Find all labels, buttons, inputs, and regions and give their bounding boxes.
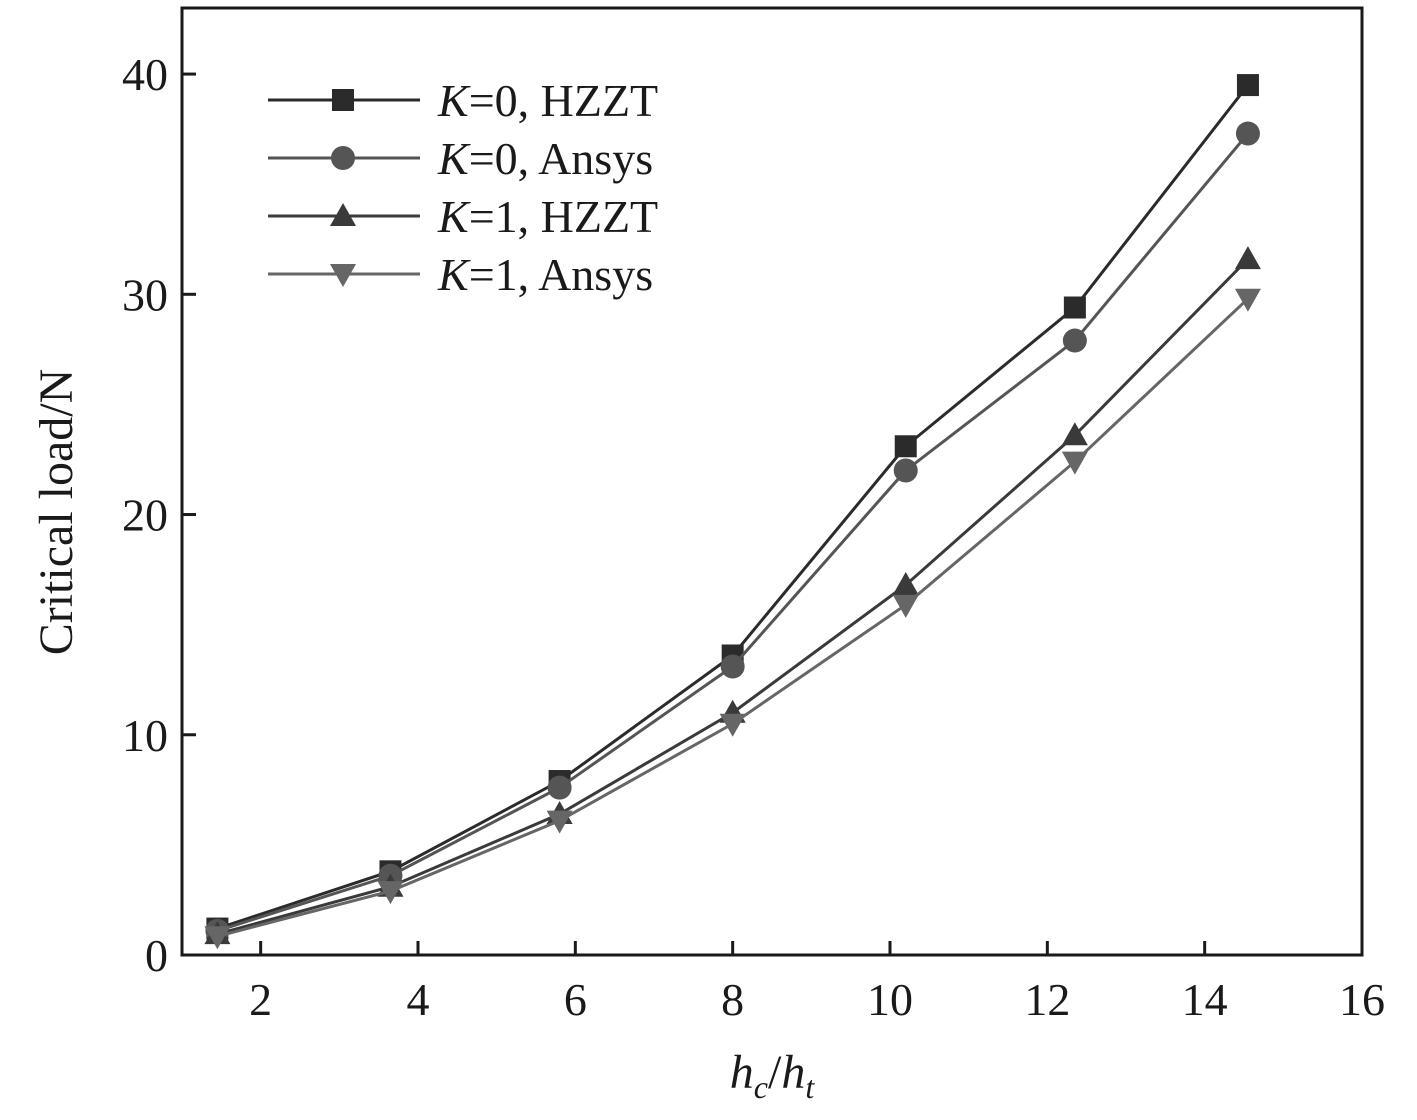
legend-marker	[331, 146, 355, 170]
legend-marker	[330, 264, 356, 287]
x-axis-title: hc/ht	[730, 1046, 816, 1105]
legend-label-italic: K	[437, 249, 471, 300]
series-1	[205, 121, 1260, 943]
series-0	[206, 74, 1259, 940]
legend-label-italic: K	[437, 133, 471, 184]
axis-ticks: 2 4 6 8 10 12 14 16 0 10 20 30 40	[122, 49, 1385, 1025]
y-axis-title: Critical load/N	[30, 369, 83, 656]
legend-item: K=0, HZZT	[268, 75, 658, 126]
y-tick-label: 0	[145, 930, 168, 981]
data-point-marker	[546, 810, 573, 834]
x-axis-title-h2: h	[781, 1046, 805, 1099]
data-point-marker	[892, 594, 919, 618]
data-point-marker	[720, 654, 745, 679]
x-axis-title-h1: h	[730, 1046, 754, 1099]
x-tick-label: 16	[1339, 974, 1385, 1025]
legend-label: K=1, HZZT	[437, 191, 658, 242]
y-tick-label: 20	[122, 490, 168, 541]
y-tick-label: 30	[122, 269, 168, 320]
legend-label: K=1, Ansys	[437, 249, 653, 300]
data-point-marker	[1236, 74, 1259, 97]
legend-label-rest: =1, Ansys	[469, 249, 653, 300]
data-point-marker	[377, 881, 404, 905]
data-point-marker	[547, 775, 572, 800]
x-axis-title-sub-c: c	[754, 1069, 768, 1105]
y-tick-label: 40	[122, 49, 168, 100]
data-point-marker	[894, 435, 917, 458]
legend-label-rest: =1, HZZT	[469, 191, 658, 242]
data-point-marker	[1234, 246, 1261, 270]
x-axis-title-slash: /	[768, 1046, 782, 1099]
x-tick-label: 4	[407, 974, 430, 1025]
data-point-marker	[1235, 121, 1260, 146]
legend-label-rest: =0, HZZT	[469, 75, 658, 126]
data-point-marker	[204, 926, 231, 950]
data-point-marker	[1234, 288, 1261, 312]
legend-label-rest: =0, Ansys	[469, 133, 653, 184]
legend-marker	[332, 89, 354, 111]
x-tick-label: 14	[1182, 974, 1228, 1025]
plot-border	[180, 6, 1364, 957]
series-line	[216, 132, 1250, 933]
data-point-marker	[1063, 296, 1086, 319]
legend-item: K=1, Ansys	[268, 249, 653, 300]
legend-item: K=0, Ansys	[268, 133, 653, 184]
series-2	[204, 246, 1261, 945]
legend-label: K=0, HZZT	[437, 75, 658, 126]
data-point-marker	[893, 458, 918, 483]
legend-label-italic: K	[437, 75, 471, 126]
series-layer	[204, 74, 1261, 950]
data-point-marker	[1062, 328, 1087, 353]
series-3	[204, 288, 1261, 950]
legend-marker	[330, 203, 356, 226]
series-line	[217, 258, 1250, 936]
data-point-marker	[1061, 422, 1088, 446]
x-tick-label: 6	[564, 974, 587, 1025]
x-axis-title-sub-t: t	[805, 1069, 815, 1105]
y-tick-label: 10	[122, 710, 168, 761]
data-point-marker	[892, 572, 919, 596]
data-point-marker	[719, 713, 746, 737]
series-line	[217, 297, 1249, 938]
plot-frame	[180, 6, 1364, 957]
x-tick-label: 10	[867, 974, 913, 1025]
data-point-marker	[1061, 451, 1088, 475]
legend-label-italic: K	[437, 191, 471, 242]
x-tick-label: 8	[721, 974, 744, 1025]
legend-item: K=1, HZZT	[268, 191, 658, 242]
legend-label: K=0, Ansys	[437, 133, 653, 184]
x-tick-label: 12	[1024, 974, 1070, 1025]
x-tick-label: 2	[249, 974, 272, 1025]
series-line	[216, 84, 1250, 930]
